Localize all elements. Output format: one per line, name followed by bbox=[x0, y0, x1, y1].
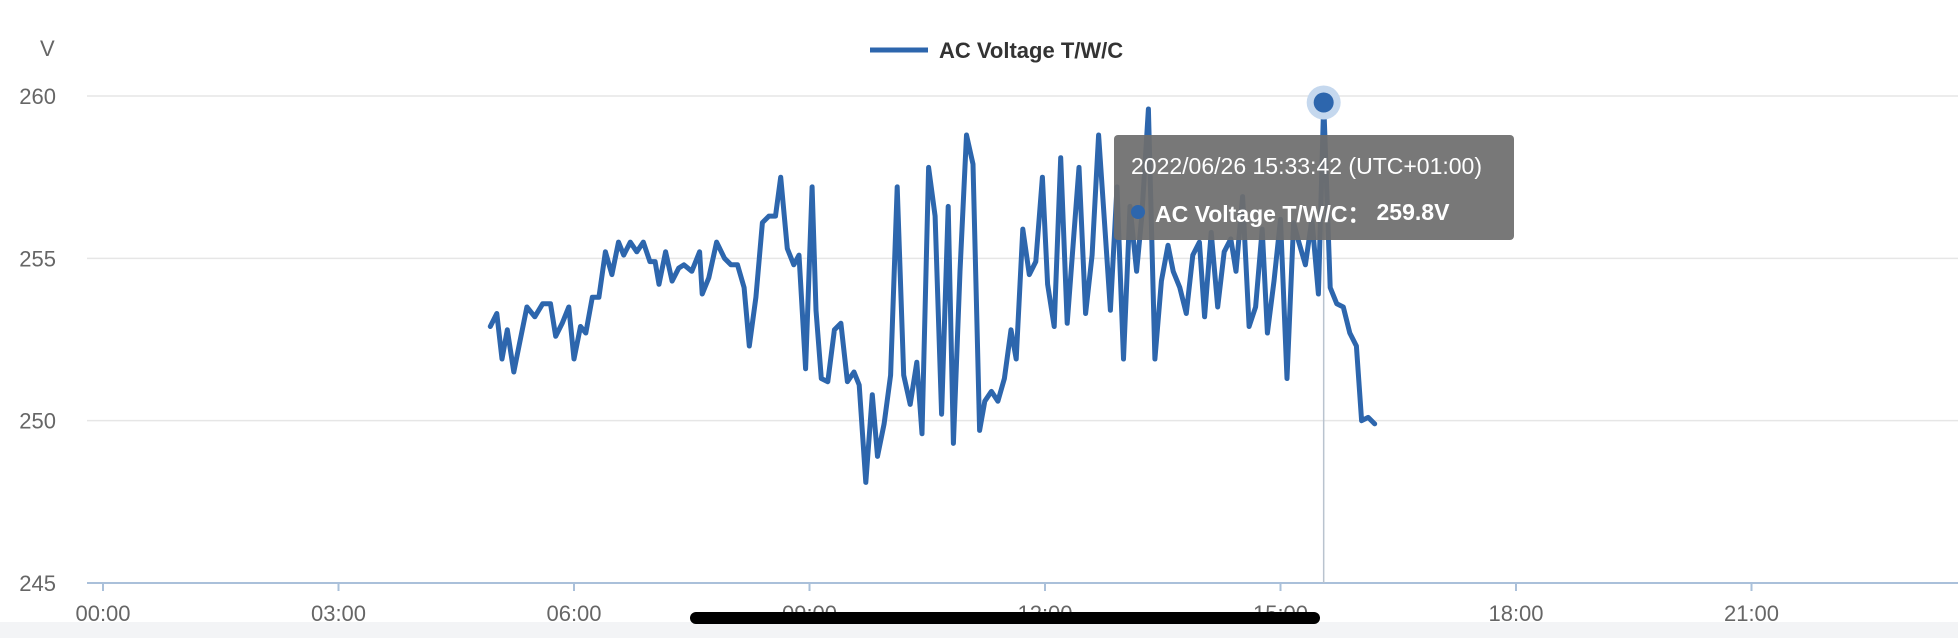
tooltip: 2022/06/26 15:33:42 (UTC+01:00) AC Volta… bbox=[1114, 135, 1514, 240]
highlight-point bbox=[1313, 92, 1334, 113]
y-tick-label: 250 bbox=[19, 409, 56, 434]
tooltip-value: 259.8V bbox=[1376, 198, 1450, 225]
x-tick-label: 03:00 bbox=[311, 601, 366, 626]
x-tick-label: 18:00 bbox=[1488, 601, 1543, 626]
y-axis-unit-label: V bbox=[40, 36, 55, 61]
series-dot-icon bbox=[1131, 205, 1145, 219]
series-layer[interactable] bbox=[487, 100, 1378, 485]
series-line bbox=[487, 100, 1378, 485]
tooltip-time: 2022/06/26 15:33:42 (UTC+01:00) bbox=[1131, 153, 1482, 179]
x-tick-label: 06:00 bbox=[546, 601, 601, 626]
x-tick-label: 00:00 bbox=[75, 601, 130, 626]
y-tick-label: 245 bbox=[19, 571, 56, 596]
tooltip-series-label: AC Voltage T/W/C： bbox=[1155, 201, 1371, 227]
x-tick-label: 21:00 bbox=[1724, 601, 1779, 626]
home-indicator[interactable] bbox=[690, 612, 1320, 624]
legend-label: AC Voltage T/W/C bbox=[939, 38, 1123, 63]
y-axis: 245 250 255 260 bbox=[19, 84, 56, 596]
tooltip-row: AC Voltage T/W/C： 259.8V bbox=[1131, 195, 1449, 229]
highlight-point-layer[interactable] bbox=[1306, 85, 1341, 120]
legend[interactable]: AC Voltage T/W/C bbox=[870, 38, 1123, 63]
y-tick-label: 255 bbox=[19, 246, 56, 271]
y-tick-label: 260 bbox=[19, 84, 56, 109]
bottom-strip bbox=[0, 622, 1958, 638]
